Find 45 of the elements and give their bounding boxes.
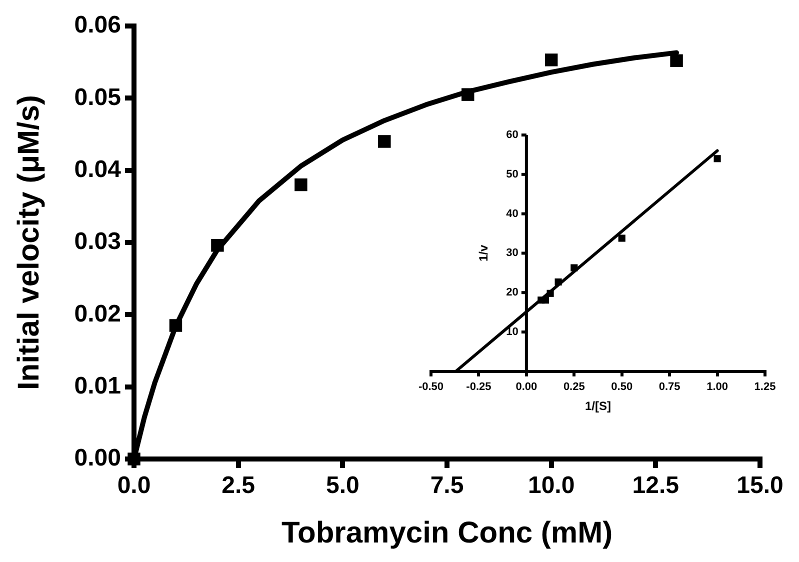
x-tick-label: -0.25 [466,381,492,394]
point [714,155,721,162]
point [542,296,550,304]
point [554,278,562,286]
y-axis-title: Initial velocity (μM/s) [12,94,46,390]
y-tick-label: 40 [506,208,518,220]
y-tick-label: 0.03 [74,228,121,256]
x-tick-label: 12.5 [632,472,680,500]
y-axis-title: 1/v [476,244,491,262]
y-tick-label: 60 [506,129,518,142]
x-tick-label: 7.5 [430,472,464,500]
point [546,290,554,297]
point [670,54,683,68]
point [294,178,308,192]
x-tick-label: 1.00 [706,381,728,394]
y-tick-label: 0.05 [74,84,121,111]
x-tick-label: 5.0 [326,472,360,500]
y-tick-label: 30 [506,247,518,260]
x-tick-label: 0.50 [611,381,633,394]
y-tick-label: 50 [506,168,518,180]
point [570,264,578,272]
x-tick-label: 0.00 [516,381,538,394]
y-tick-label: 0.00 [74,444,121,472]
x-tick-label: 0.25 [563,381,585,394]
point [128,452,140,466]
x-tick-label: 10.0 [528,472,575,500]
point [211,239,224,252]
x-tick-label: 1.25 [754,381,776,394]
point [462,88,474,101]
x-tick-label: 0.75 [658,381,680,394]
x-tick-label: -0.50 [418,381,444,394]
y-tick-label: 0.06 [74,12,121,39]
point [618,234,626,242]
point [169,319,182,332]
x-tick-label: 2.5 [222,472,256,500]
y-tick-label: 0.01 [74,372,121,400]
y-tick-label: 20 [506,286,518,299]
point [378,135,391,148]
x-axis-title: Tobramycin Conc (mM) [281,516,613,550]
point [544,54,558,66]
y-tick-label: 0.04 [74,156,122,183]
x-tick-label: 0.0 [117,472,151,500]
y-tick-label: 0.02 [74,300,121,328]
x-axis-title: 1/[S] [584,399,612,414]
x-tick-label: 15.0 [736,472,784,500]
